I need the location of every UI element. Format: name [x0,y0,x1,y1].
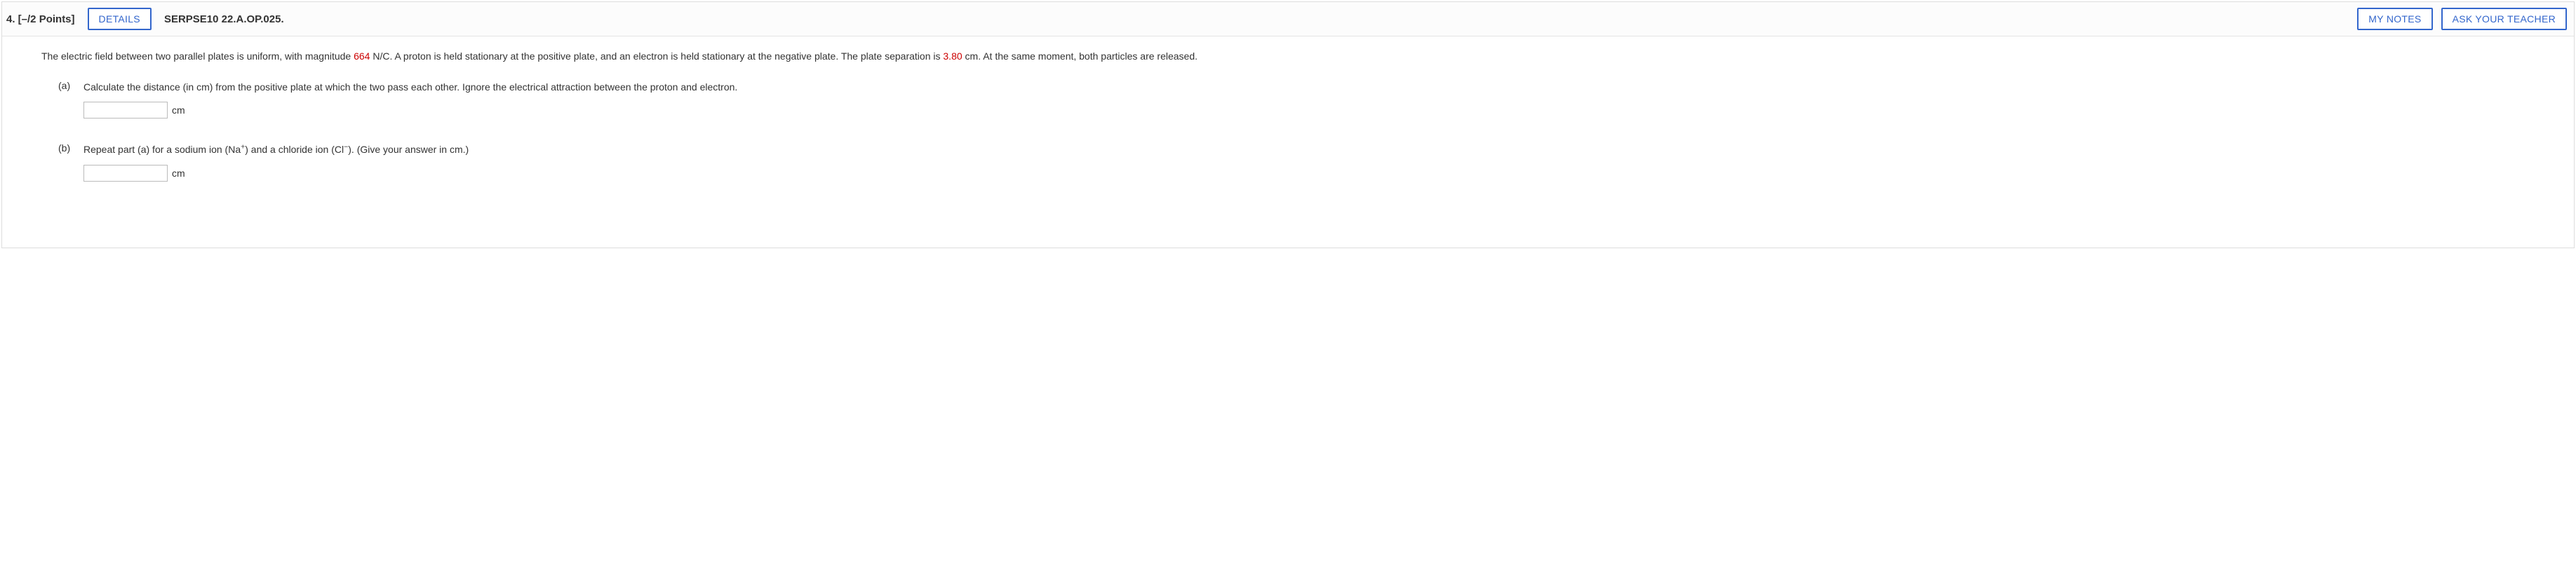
separation-value: 3.80 [943,50,962,62]
part-b: (b) Repeat part (a) for a sodium ion (Na… [41,142,2535,182]
question-container: 4. [–/2 Points] DETAILS SERPSE10 22.A.OP… [1,1,2575,248]
part-a: (a) Calculate the distance (in cm) from … [41,80,2535,119]
ask-teacher-button[interactable]: ASK YOUR TEACHER [2441,8,2567,30]
field-magnitude-value: 664 [354,50,370,62]
part-b-answer-input[interactable] [83,165,168,182]
part-b-unit: cm [172,168,185,179]
part-b-label: (b) [58,142,74,154]
question-body: The electric field between two parallel … [2,36,2574,248]
source-code: SERPSE10 22.A.OP.025. [164,13,284,25]
part-a-answer-input[interactable] [83,102,168,119]
part-a-label: (a) [58,80,74,91]
header-right-group: MY NOTES ASK YOUR TEACHER [2357,8,2567,30]
part-a-text: Calculate the distance (in cm) from the … [83,80,737,95]
my-notes-button[interactable]: MY NOTES [2357,8,2432,30]
part-b-answer-row: cm [83,165,2535,182]
part-a-unit: cm [172,104,185,116]
problem-statement: The electric field between two parallel … [41,49,2535,65]
part-a-answer-row: cm [83,102,2535,119]
question-number: 4. [–/2 Points] [6,13,75,25]
part-b-text-post: ). (Give your answer in cm.) [348,144,469,155]
details-button[interactable]: DETAILS [88,8,152,30]
intro-pre: The electric field between two parallel … [41,50,354,62]
part-b-text-pre: Repeat part (a) for a sodium ion (Na [83,144,241,155]
part-b-text: Repeat part (a) for a sodium ion (Na+) a… [83,142,469,158]
part-b-text-mid: ) and a chloride ion (Cl [245,144,344,155]
question-header: 4. [–/2 Points] DETAILS SERPSE10 22.A.OP… [2,2,2574,36]
intro-mid: N/C. A proton is held stationary at the … [370,50,943,62]
header-left-group: 4. [–/2 Points] DETAILS SERPSE10 22.A.OP… [6,8,284,30]
intro-post: cm. At the same moment, both particles a… [962,50,1198,62]
